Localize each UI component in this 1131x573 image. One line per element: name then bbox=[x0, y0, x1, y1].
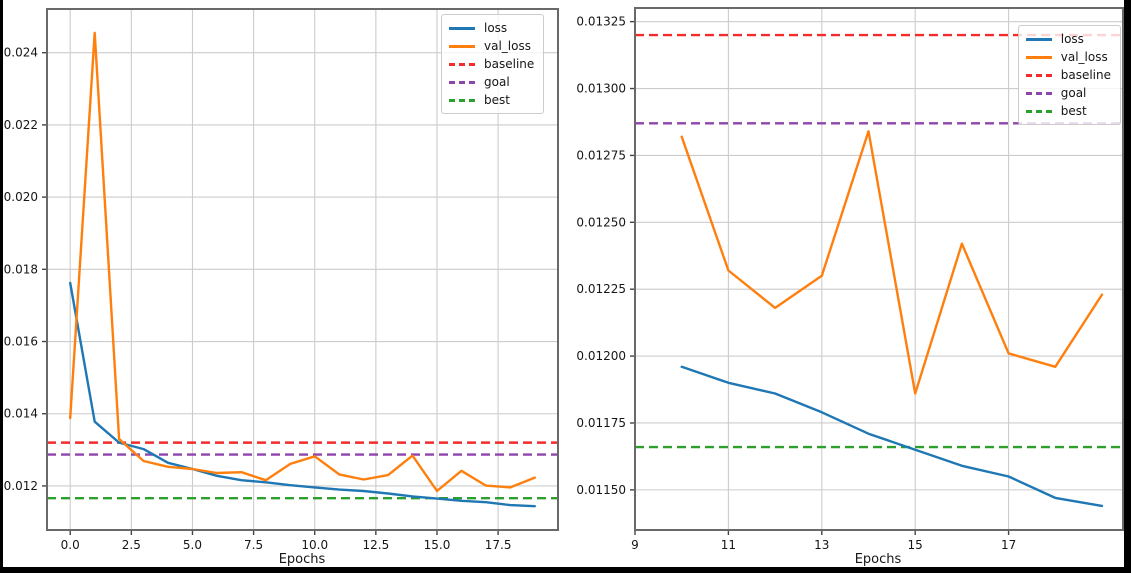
series-line-val_loss bbox=[68, 31, 536, 493]
legend-label: loss bbox=[484, 21, 508, 35]
legend-line-sample-baseline bbox=[1025, 73, 1052, 77]
y-tick-label: 0.014 bbox=[4, 407, 38, 421]
legend-item-val_loss: val_loss bbox=[1025, 48, 1111, 66]
legend-line-sample-best bbox=[1025, 109, 1052, 113]
x-tick-label: 5.0 bbox=[183, 538, 202, 552]
x-tick-label: 9 bbox=[631, 538, 639, 552]
legend-item-val_loss: val_loss bbox=[449, 37, 534, 55]
x-tick-label: 2.5 bbox=[122, 538, 141, 552]
left-chart: 0.0 2.5 5.0 7.5 10.0 12.5 15.0 17.5 0.012 0.014 0.… bbox=[4, 8, 559, 552]
x-tick-label: 17.5 bbox=[485, 538, 512, 552]
y-tick-label: 0.01325 bbox=[576, 15, 626, 29]
frame-border-right bbox=[1124, 0, 1131, 573]
legend-line-sample-goal bbox=[449, 80, 475, 84]
tick-marks bbox=[630, 20, 1010, 535]
legend-label: val_loss bbox=[484, 39, 531, 53]
axes-spines bbox=[634, 7, 1124, 531]
legend-label: loss bbox=[1060, 32, 1084, 46]
y-tick-label: 0.016 bbox=[4, 335, 38, 349]
legend-label: goal bbox=[1060, 86, 1087, 100]
y-tick-label: 0.01225 bbox=[576, 282, 626, 296]
legend-line-sample-loss bbox=[1025, 37, 1052, 41]
legend-item-goal: goal bbox=[1025, 84, 1111, 102]
legend-item-best: best bbox=[1025, 102, 1111, 120]
tick-labels: 0.0 2.5 5.0 7.5 10.0 12.5 15.0 17.5 0.012 0.014 0.… bbox=[4, 46, 512, 552]
y-tick-label: 0.01175 bbox=[576, 416, 626, 430]
x-tick-label: 12.5 bbox=[362, 538, 389, 552]
series-line-loss bbox=[68, 281, 536, 508]
tick-marks bbox=[42, 51, 499, 535]
series-line-loss bbox=[680, 365, 1104, 508]
legend-item-baseline: baseline bbox=[1025, 66, 1111, 84]
legend-item-loss: loss bbox=[1025, 30, 1111, 48]
x-tick-label: 7.5 bbox=[244, 538, 263, 552]
legend-item-loss: loss bbox=[449, 19, 534, 37]
legend-right-chart: loss val_loss baseline goal best bbox=[1017, 25, 1121, 125]
legend-item-baseline: baseline bbox=[449, 55, 534, 73]
x-tick-label: 10.0 bbox=[301, 538, 328, 552]
x-tick-label: 11 bbox=[721, 538, 736, 552]
legend-label: baseline bbox=[484, 57, 535, 71]
legend-line-sample-loss bbox=[449, 26, 475, 30]
y-tick-label: 0.022 bbox=[4, 118, 38, 132]
gridlines bbox=[634, 8, 1123, 530]
y-tick-label: 0.020 bbox=[4, 190, 38, 204]
legend-label: best bbox=[484, 93, 510, 107]
y-tick-label: 0.01200 bbox=[576, 349, 626, 363]
x-tick-label: 17 bbox=[1001, 538, 1016, 552]
x-tick-label: 15.0 bbox=[424, 538, 451, 552]
legend-label: goal bbox=[484, 75, 510, 89]
y-tick-label: 0.012 bbox=[4, 479, 38, 493]
legend-line-sample-val_loss bbox=[1025, 55, 1052, 59]
legend-line-sample-val_loss bbox=[449, 44, 475, 48]
legend-left-chart: loss val_loss baseline goal best bbox=[441, 14, 545, 114]
legend-line-sample-best bbox=[449, 98, 475, 102]
x-tick-label: 13 bbox=[814, 538, 829, 552]
axes-spines bbox=[46, 8, 559, 531]
legend-line-sample-baseline bbox=[449, 62, 475, 66]
y-tick-label: 0.01150 bbox=[576, 483, 626, 497]
x-tick-label: 0.0 bbox=[61, 538, 80, 552]
series-line-val_loss bbox=[680, 130, 1104, 395]
frame-border-bottom bbox=[0, 567, 1131, 573]
legend-label: val_loss bbox=[1060, 50, 1108, 64]
right-chart: 9 11 13 15 17 0.01150 0.01175 0.01200 0.01225 0.0… bbox=[576, 7, 1124, 552]
frame-border-left bbox=[0, 0, 3, 573]
y-tick-label: 0.018 bbox=[4, 262, 38, 276]
y-tick-label: 0.01300 bbox=[576, 82, 626, 96]
y-tick-label: 0.01275 bbox=[576, 148, 626, 162]
tick-labels: 9 11 13 15 17 0.01150 0.01175 0.01200 0.01225 0.0… bbox=[576, 15, 1016, 552]
legend-item-best: best bbox=[449, 91, 534, 109]
gridlines bbox=[47, 9, 558, 530]
legend-label: best bbox=[1060, 104, 1087, 118]
y-tick-label: 0.01250 bbox=[576, 215, 626, 229]
y-tick-label: 0.024 bbox=[4, 46, 38, 60]
x-axis-label-right: Epochs bbox=[854, 552, 902, 567]
legend-line-sample-goal bbox=[1025, 91, 1052, 95]
legend-item-goal: goal bbox=[449, 73, 534, 91]
x-tick-label: 15 bbox=[908, 538, 923, 552]
legend-label: baseline bbox=[1060, 68, 1111, 82]
x-axis-label-left: Epochs bbox=[278, 552, 326, 567]
